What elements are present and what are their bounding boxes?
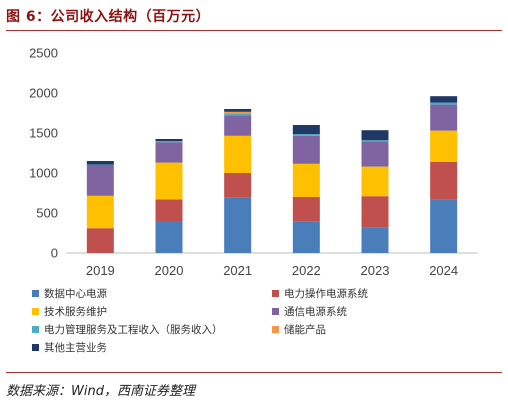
bar-segment <box>224 173 252 198</box>
x-tick-label: 2019 <box>86 263 115 278</box>
figure-title: 图 6：公司收入结构（百万元） <box>6 9 211 25</box>
legend-label: 技术服务维护 <box>44 305 107 318</box>
bar-segment <box>224 115 252 136</box>
y-tick-label: 1500 <box>29 126 58 141</box>
bar-segment <box>430 161 458 200</box>
bar-segment <box>224 197 252 253</box>
bar-segment <box>155 199 183 221</box>
stacked-bar-chart: 0 500 1000 1500 2000 2500 2019 2020 2021 2022 2023… <box>29 46 478 354</box>
bar-segment <box>224 135 252 173</box>
bar-segment <box>361 196 389 228</box>
bar-segment <box>155 141 183 143</box>
bar-segment <box>430 104 458 131</box>
legend-swatch <box>272 326 279 333</box>
bar-segment <box>361 166 389 197</box>
x-tick-label: 2021 <box>223 263 252 278</box>
bar-segment <box>292 163 320 197</box>
x-tick-label: 2023 <box>361 263 390 278</box>
bar-segment <box>224 109 252 112</box>
bar-segment <box>430 130 458 162</box>
source-note: 数据来源：Wind，西南证券整理 <box>6 384 195 399</box>
legend-label: 数据中心电源 <box>44 287 107 300</box>
legend-label: 储能产品 <box>284 323 326 336</box>
x-tick-label: 2020 <box>155 263 184 278</box>
bar-segment <box>155 142 183 163</box>
legend-label: 电力管理服务及工程收入（服务收入） <box>44 323 223 336</box>
bar-segment <box>224 111 252 114</box>
legend-swatch <box>32 344 39 351</box>
bar-segment <box>86 195 114 229</box>
legend-swatch <box>32 308 39 315</box>
bar-segment <box>361 227 389 253</box>
bar-segment <box>86 161 114 165</box>
title-divider <box>6 30 502 31</box>
bar-segment <box>292 221 320 253</box>
bar-segment <box>155 139 183 141</box>
bar-segment <box>430 199 458 253</box>
source-divider <box>6 372 502 373</box>
bar-segment <box>430 96 458 103</box>
y-tick-label: 0 <box>51 246 58 261</box>
bar-segment <box>292 125 320 135</box>
legend-swatch <box>272 308 279 315</box>
bar-segment <box>292 135 320 164</box>
bar-segment <box>224 113 252 116</box>
y-tick-label: 2500 <box>29 46 58 61</box>
y-tick-label: 500 <box>36 206 58 221</box>
legend-swatch <box>272 290 279 297</box>
bar-segment <box>86 228 114 253</box>
x-tick-label: 2024 <box>429 263 458 278</box>
bar-segment <box>361 141 389 167</box>
bar-segment <box>292 134 320 136</box>
y-tick-label: 1000 <box>29 166 58 181</box>
legend-label: 通信电源系统 <box>284 305 347 318</box>
y-tick-label: 2000 <box>29 86 58 101</box>
bar-segment <box>361 140 389 142</box>
bar-segment <box>361 130 389 141</box>
x-tick-label: 2022 <box>292 263 321 278</box>
bar-segment <box>155 221 183 253</box>
legend-label: 其他主营业务 <box>44 341 107 354</box>
legend-swatch <box>32 290 39 297</box>
bar-segment <box>155 162 183 200</box>
legend-swatch <box>32 326 39 333</box>
bar-segment <box>292 197 320 222</box>
bar-segment <box>86 165 114 196</box>
legend-label: 电力操作电源系统 <box>284 287 368 300</box>
bar-segment <box>430 102 458 105</box>
